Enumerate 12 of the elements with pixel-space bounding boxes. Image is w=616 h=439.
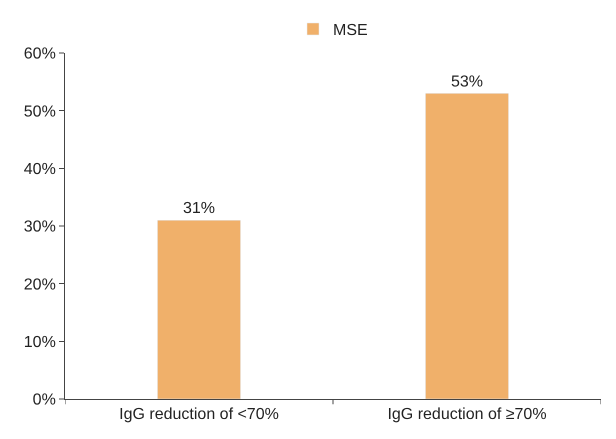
y-tick-label: 50% [24, 103, 56, 120]
x-tick-label: IgG reduction of ≥70% [387, 406, 547, 424]
y-tick-label: 60% [24, 46, 56, 63]
y-tick-label: 10% [24, 334, 56, 351]
data-label: 31% [182, 200, 216, 218]
y-tick-label: 40% [24, 160, 56, 178]
y-tick-label: 0% [32, 392, 56, 409]
y-tick-label: 20% [24, 276, 56, 294]
legend-label: MSE [333, 22, 368, 40]
x-tick-label: IgG reduction of <70% [119, 406, 279, 424]
data-label: 53% [450, 73, 484, 90]
y-tick-label: 30% [24, 218, 56, 236]
